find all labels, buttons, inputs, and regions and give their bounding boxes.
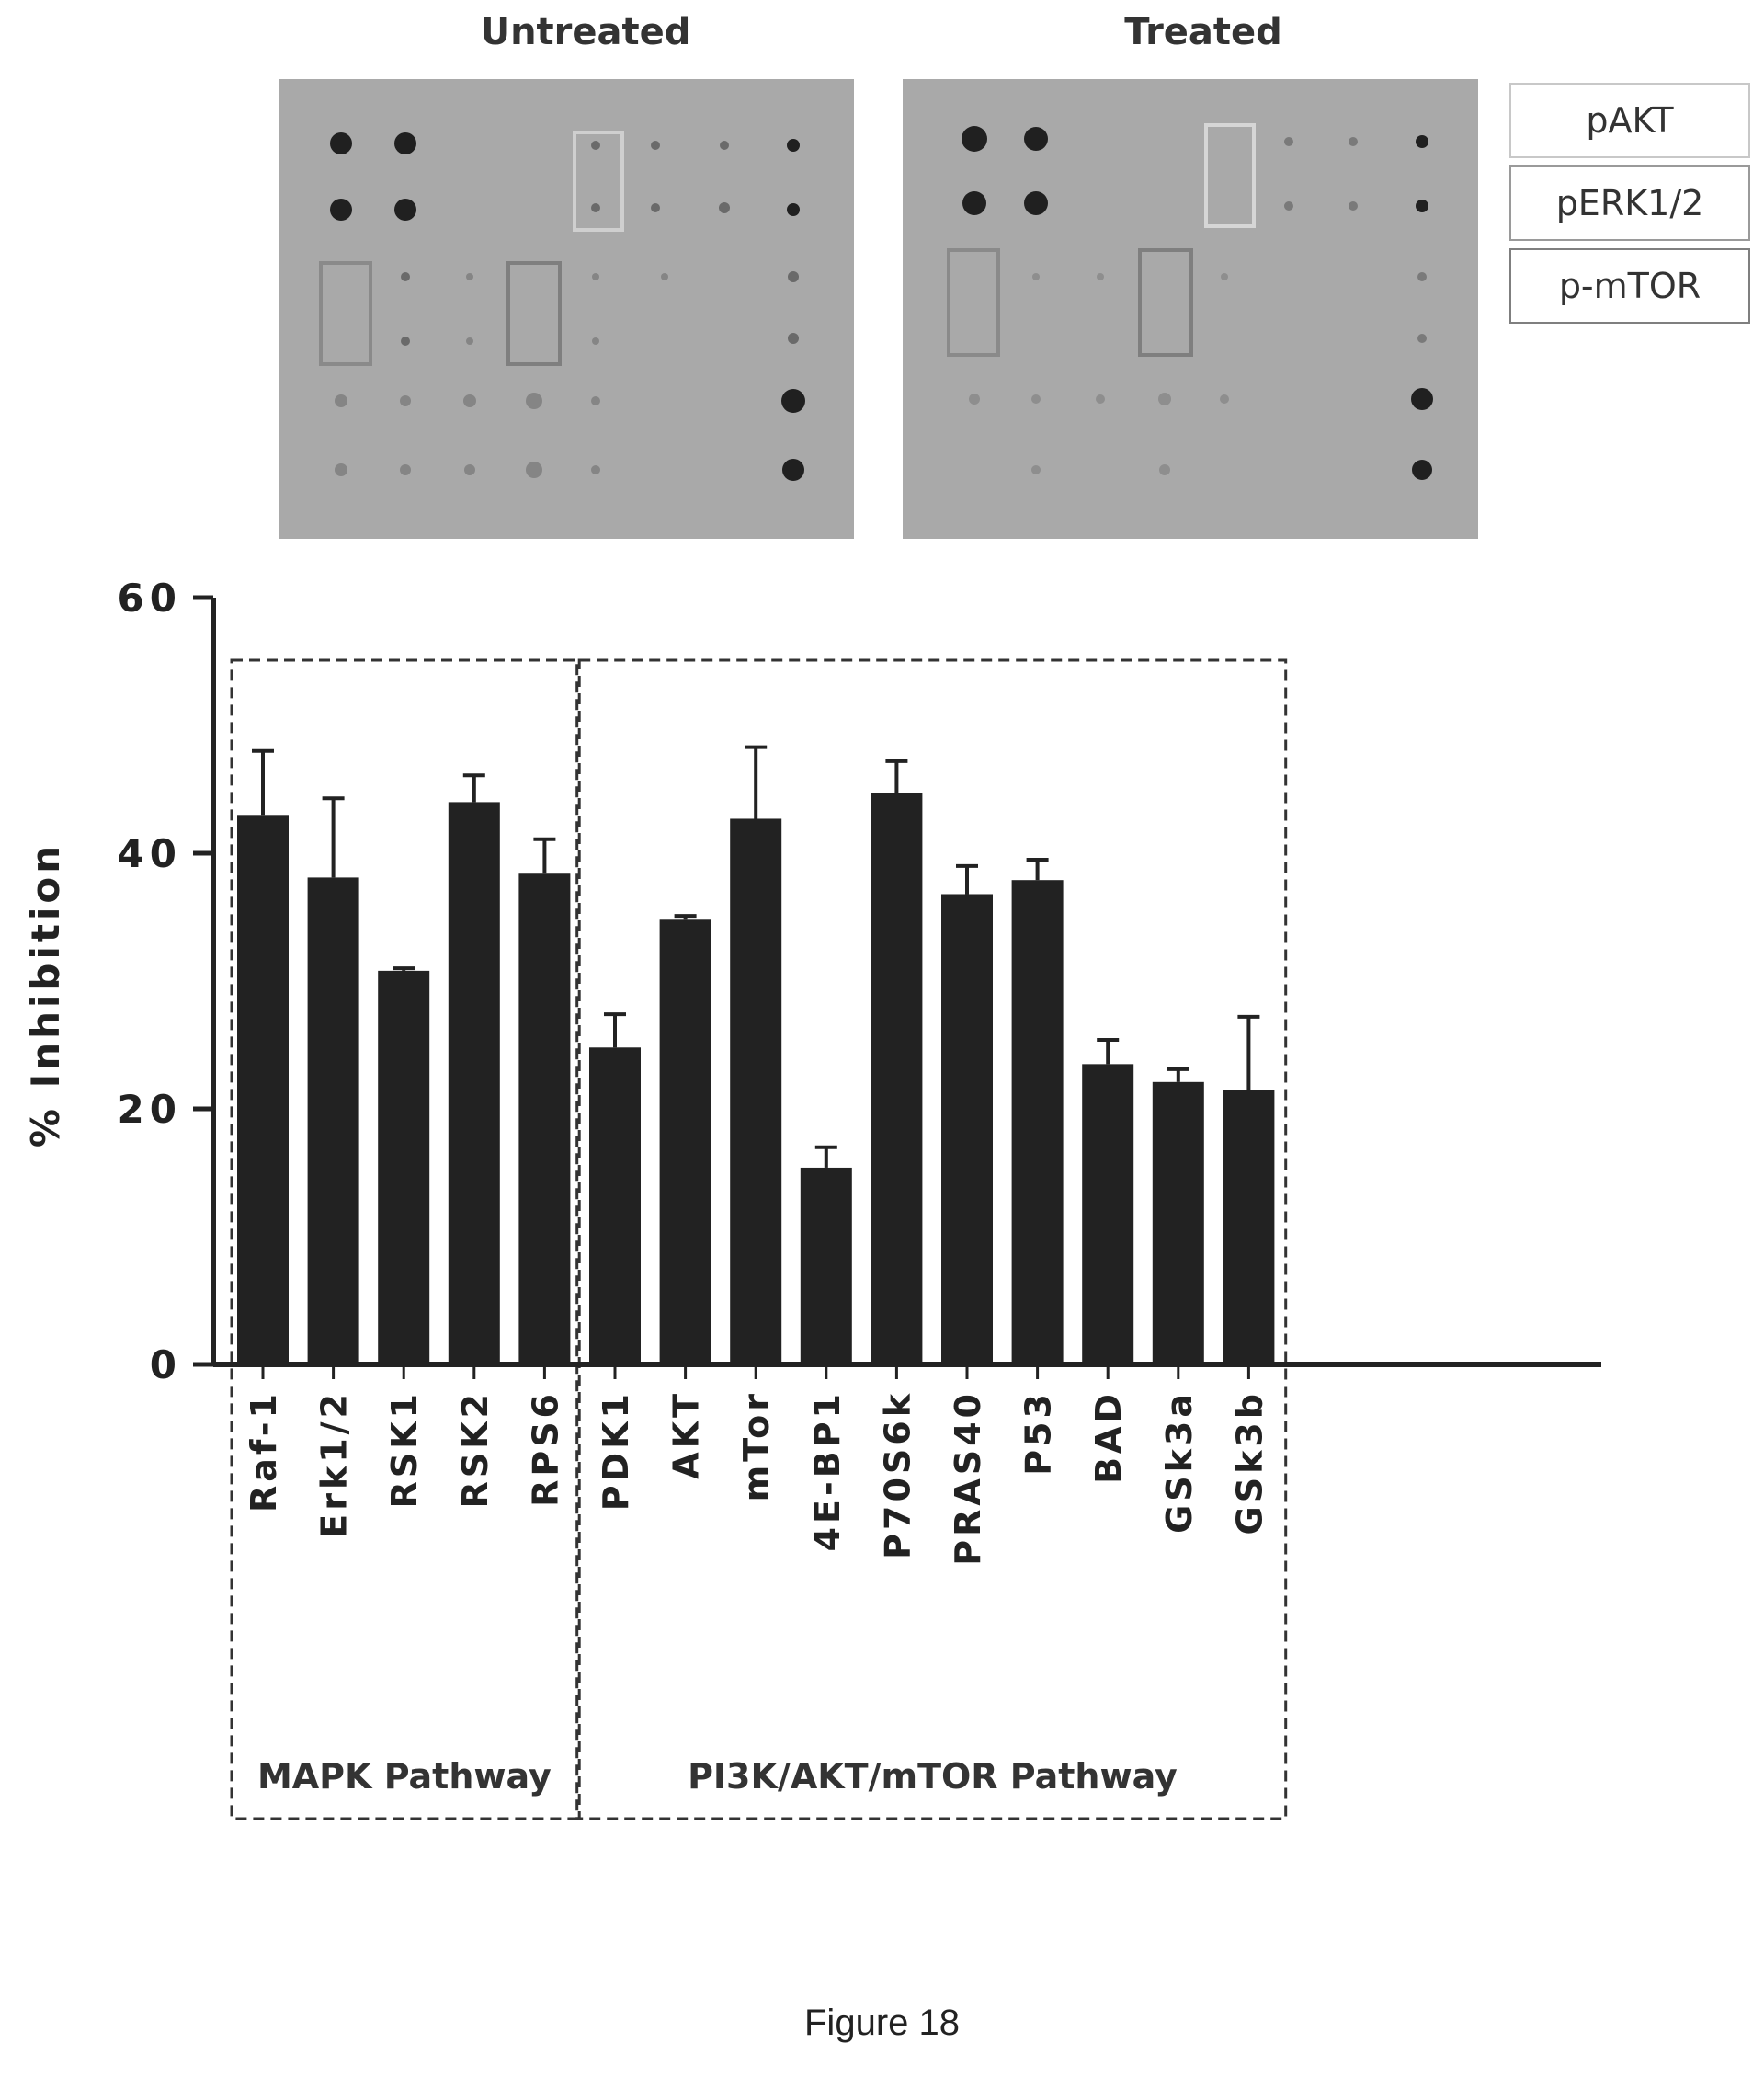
x-tick-label-1: Erk1/2 <box>314 1390 355 1538</box>
bar-0 <box>237 815 289 1364</box>
x-tick-label-7: mTor <box>736 1390 777 1501</box>
bar-2 <box>378 970 430 1364</box>
bar-1 <box>307 877 359 1364</box>
x-tick-label-5: PDK1 <box>596 1390 636 1511</box>
bar-10 <box>941 894 993 1364</box>
group-box-1 <box>577 658 1288 1820</box>
bar-3 <box>448 802 500 1364</box>
treated-blot-image <box>903 79 1478 539</box>
bar-11 <box>1011 880 1064 1364</box>
bar-12 <box>1082 1064 1134 1364</box>
x-tick-label-8: 4E-BP1 <box>807 1390 848 1551</box>
untreated-blot-image <box>279 79 854 539</box>
group-label-1: PI3K/AKT/mTOR Pathway <box>688 1756 1178 1797</box>
y-tick-label-1: 20 <box>118 1087 182 1132</box>
group-box-0 <box>230 658 579 1820</box>
bar-6 <box>659 919 711 1364</box>
bar-7 <box>730 818 782 1364</box>
bar-9 <box>871 793 923 1364</box>
bar-14 <box>1223 1090 1275 1364</box>
y-tick-label-2: 40 <box>118 831 182 876</box>
legend-item-pmtor: p-mTOR <box>1509 248 1750 324</box>
x-tick-label-10: PRAS40 <box>948 1390 988 1566</box>
legend-item-perk: pERK1/2 <box>1509 165 1750 241</box>
x-tick-label-0: Raf-1 <box>244 1390 284 1512</box>
x-tick-label-12: BAD <box>1088 1390 1129 1484</box>
bar-5 <box>589 1047 641 1364</box>
figure-caption: Figure 18 <box>804 2003 960 2043</box>
blot-title-treated: Treated <box>1124 11 1282 53</box>
bar-13 <box>1152 1081 1204 1364</box>
x-tick-label-11: P53 <box>1019 1390 1059 1476</box>
bar-chart: MAPK Pathway PI3K/AKT/mTOR Pathway Raf-1 Er… <box>23 576 1601 1820</box>
x-tick-label-13: GSk3a <box>1159 1390 1200 1534</box>
x-tick-label-2: RSK1 <box>384 1390 425 1509</box>
group-label-0: MAPK Pathway <box>257 1756 552 1797</box>
blot-title-untreated: Untreated <box>480 11 691 53</box>
x-tick-label-14: GSk3b <box>1229 1390 1269 1535</box>
x-tick-label-3: RSK2 <box>455 1390 495 1509</box>
y-axis-label: % Inhibition <box>23 842 68 1147</box>
y-tick-label-0: 0 <box>150 1342 182 1387</box>
legend-item-pakt: pAKT <box>1509 83 1750 158</box>
bar-4 <box>518 873 571 1364</box>
x-tick-label-9: P70S6k <box>877 1390 917 1559</box>
x-tick-label-4: RPS6 <box>525 1390 565 1507</box>
y-tick-label-3: 60 <box>118 576 182 621</box>
x-tick-label-6: AKT <box>666 1390 707 1479</box>
bar-8 <box>800 1167 852 1364</box>
